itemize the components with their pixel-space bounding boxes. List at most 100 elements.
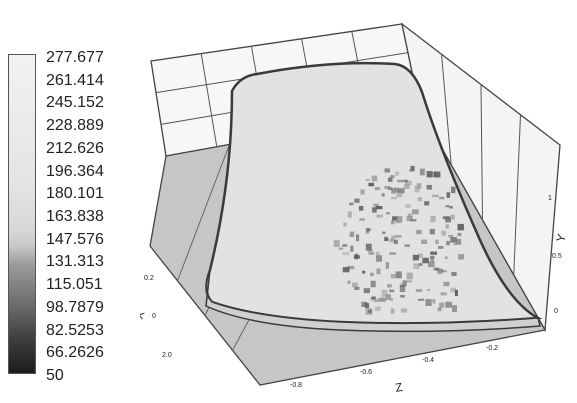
x-tick-label: 0 [152,313,156,320]
surface-speckle [457,232,462,237]
surface-speckle [430,215,436,223]
surface-speckle [385,294,391,300]
surface-speckle [384,168,391,173]
colorbar-tick-label: 50 [46,367,64,384]
surface-speckle [365,178,370,181]
surface-speckle [437,307,442,312]
surface-speckle [441,230,446,236]
surface-speckle [376,268,381,275]
surface-speckle [338,247,344,250]
surface-speckle [449,206,453,209]
surface-speckle [349,202,354,206]
surface-speckle [396,192,403,198]
surface-speckle [451,272,457,276]
surface-speckle [444,256,448,260]
surface-speckle [458,254,465,260]
surface-speckle [417,197,422,202]
surface-speckle [416,229,422,235]
surface-speckle [413,263,420,269]
surface-speckle [404,244,410,247]
surface-speckle [375,251,380,258]
surface-speckle [389,238,393,243]
surface-speckle [371,296,376,300]
surface-speckle [428,261,435,268]
surface-speckle [446,240,450,246]
surface-speckle [445,301,453,308]
surface-speckle [439,302,445,308]
surface-speckle [375,306,381,312]
surface-speckle [450,287,457,293]
surface-speckle [391,187,396,194]
surface-speckle [390,308,395,314]
surface-speckle [368,252,375,255]
surface-speckle [333,240,340,247]
surface-speckle [450,214,455,220]
surface-speckle [445,205,450,208]
surface-speckle [438,246,444,249]
surface-speckle [374,187,380,191]
surface-speckle [391,235,395,242]
surface-speckle [396,216,403,223]
surface-speckle [356,234,360,242]
surface-speckle [426,184,432,190]
surface-speckle [433,267,440,271]
colorbar-tick-label: 196.364 [46,162,104,180]
surface-speckle [429,228,435,235]
surface-speckle [406,272,413,280]
surface-speckle [405,280,412,283]
surface-speckle [421,239,428,244]
surface-speckle [370,297,374,302]
surface-speckle [392,216,399,221]
x-tick-label: 2.0 [162,352,172,359]
colorbar-labels: 277.677 261.414 245.152 228.889 212.626 196.3… [46,50,136,384]
surface-speckle [391,220,395,225]
surface-speckle [386,212,390,215]
surface-speckle [415,289,423,292]
surface-speckle [395,171,400,176]
surface-speckle [412,254,419,261]
surface-speckle [450,237,457,243]
surface-speckle [432,299,436,304]
surface-speckle [448,235,454,238]
surface-speckle [387,177,393,182]
surface-speckle [456,238,462,245]
surface-speckle [390,274,397,279]
surface-speckle [440,292,447,296]
surface-speckle [407,213,412,217]
surface-speckle [442,216,449,220]
y-tick-label: 1 [548,195,552,202]
z-tick-label: -0.4 [422,357,434,364]
surface-speckle [410,219,417,222]
surface-speckle [445,216,451,223]
z-tick-label: -0.6 [360,369,372,376]
surface-speckle [359,206,364,211]
surface-speckle [446,192,451,198]
surface-speckle [384,236,388,242]
surface-speckle [425,299,432,306]
surface-speckle [376,214,383,218]
surface-speckle [445,224,449,229]
surface-speckle [405,180,412,185]
surface-speckle [372,207,377,213]
surface-speckle [457,223,464,231]
surface-speckle [365,228,370,234]
grid-line [441,54,452,166]
y-tick-label: 0 [554,308,558,315]
surface-speckle [400,308,408,313]
surface-speckle [395,271,402,279]
surface-speckle [452,305,457,312]
y-tick-label: 0.5 [552,253,562,260]
surface-speckle [342,267,350,273]
surface-speckle [347,265,355,270]
surface-speckle [397,179,405,183]
colorbar-tick-label: 180.101 [46,185,104,203]
grid-line [513,114,521,276]
surface-speckle [418,298,424,301]
colorbar-tick-label: 163.838 [46,208,104,225]
surface-speckle [429,256,435,259]
colorbar-tick-label: 261.414 [46,71,104,89]
surface-speckle [354,253,358,260]
surface-speckle [389,298,394,301]
surface-speckle [365,303,369,309]
grid-line [177,144,230,281]
